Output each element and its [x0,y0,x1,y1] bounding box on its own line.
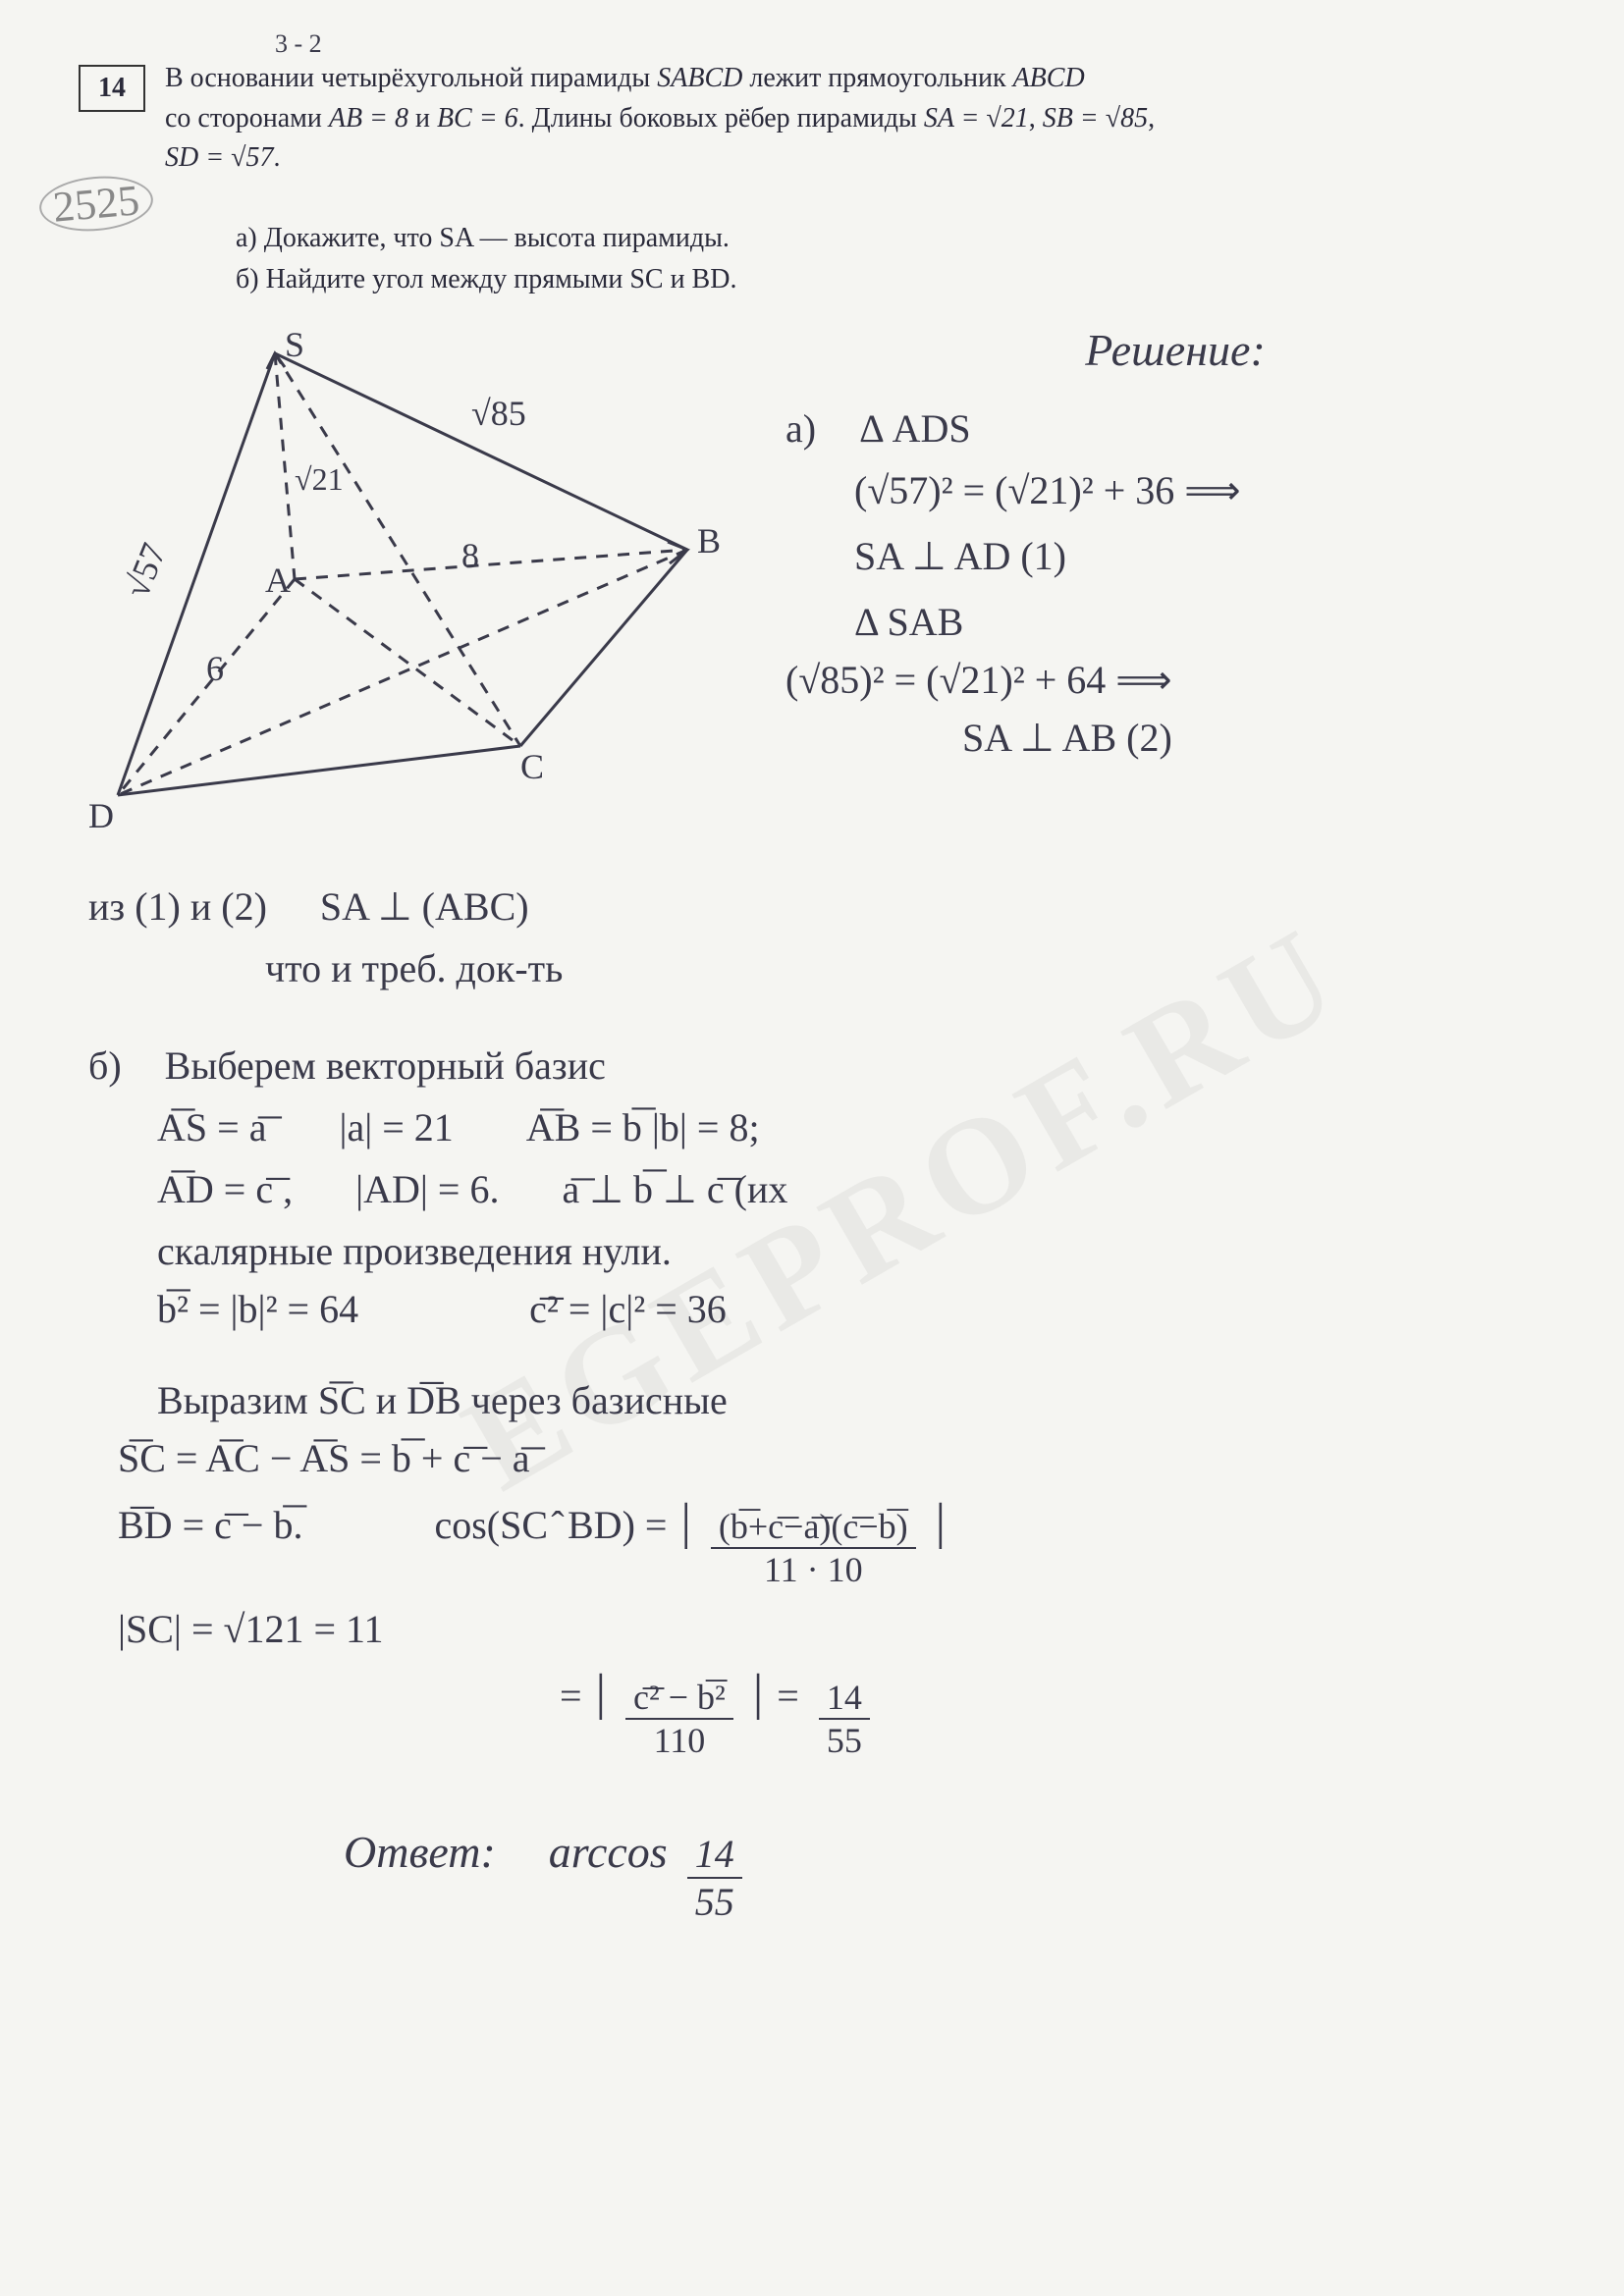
label-B: B [697,520,721,561]
comma: , [1148,103,1155,133]
part-b-label: б) [88,1042,122,1089]
cos-den: 11 · 10 [756,1549,871,1590]
result-fraction: 14 55 [819,1677,870,1761]
period: . [273,142,280,173]
len-AD: 6 [206,648,224,689]
sol-a3: SA ⊥ AD (1) [854,533,1565,579]
text-segment: В основании четырёхугольной пирамиды [165,63,657,93]
ab-eq: AB = 8 [329,103,408,133]
mid-den: 110 [646,1720,714,1761]
mid-num: c͞² − b͞² [625,1677,733,1720]
top-annotation: 3 - 2 [275,29,322,59]
eq2: = [777,1673,799,1719]
diagonal-AC [295,579,520,746]
comma: , [1029,103,1043,133]
sol-a5: (√85)² = (√21)² + 64 ⟹ [785,657,1565,703]
pyramid-diagram: S A B C D √85 √21 √57 8 6 [59,324,766,874]
sd-eq: SD = √57 [165,142,273,173]
solution-column: Решение: а) Δ ADS (√57)² = (√21)² + 36 ⟹… [785,324,1565,773]
sol-b6: Выразим S͞C и D͞B через базисные [157,1377,1555,1423]
subtasks: а) Докажите, что SA — высота пирамиды. б… [236,218,1545,300]
text-segment: . Длины боковых рёбер пирамиды [518,103,924,133]
sol-a2: (√57)² = (√21)² + 36 ⟹ [854,467,1565,513]
sol-b2b: |a| = 21 [339,1104,453,1150]
edge-AB [295,550,687,579]
sol-b7: S͞C = A͞C − A͞S = b͞ + c͞ − a͞ [118,1435,1555,1481]
edge-BC [520,550,687,746]
label-D: D [88,795,114,836]
ans-num: 14 [687,1831,742,1879]
diagonal-BD [118,550,687,795]
problem-number: 14 [79,65,145,112]
equals-sign: = [560,1673,582,1719]
sb-eq: SB = √85 [1043,103,1148,133]
answer-func: arccos [549,1826,668,1878]
answer-fraction: 14 55 [687,1831,742,1925]
task-b: б) Найдите угол между прямыми SC и BD. [236,259,1545,300]
len-SA: √21 [295,461,344,498]
res-den: 55 [819,1720,870,1761]
answer-label: Ответ: [344,1826,496,1878]
ans-den: 55 [687,1879,742,1925]
text-segment: лежит прямоугольник [742,63,1012,93]
label-C: C [520,746,544,787]
sol-a4: Δ SAB [854,599,1565,645]
page: 3 - 2 14 В основании четырёхугольной пир… [0,0,1624,2296]
text-segment: и [408,103,437,133]
edge-CD [118,746,520,795]
sol-b4: скалярные произведения нули. [157,1228,1555,1274]
sol-b5b: c͞² = |c|² = 36 [529,1286,727,1332]
sol-a7a: из (1) и (2) [88,883,267,930]
sol-b2a: A͞S = a͞ [157,1104,266,1150]
sol-a7b: SA ⊥ (ABC) [320,883,529,930]
sol-a1: Δ ADS [859,405,971,452]
cos-fraction: (b͞+c͞−a͞)(c͞−b͞) 11 · 10 [711,1506,916,1590]
solution-lower: из (1) и (2) SA ⊥ (ABC) что и треб. док-… [88,883,1555,1941]
stamp-number: 2525 [37,172,155,236]
sol-b2c: A͞B = b͞ |b| = 8; [526,1104,760,1150]
task-a: а) Докажите, что SA — высота пирамиды. [236,218,1545,259]
edge-SA [275,353,295,579]
label-S: S [285,324,304,365]
rect-name: ABCD [1013,63,1085,93]
sol-a6: SA ⊥ AB (2) [962,715,1565,761]
mid-fraction: c͞² − b͞² 110 [625,1677,733,1761]
pyramid-name: SABCD [657,63,742,93]
cos-num: (b͞+c͞−a͞)(c͞−b͞) [711,1506,916,1549]
sol-a8: что и треб. док-ть [265,945,1555,991]
sol-b9a: cos(SC ̂ BD) = [434,1502,667,1548]
len-AB: 8 [461,535,479,576]
sol-b10: |SC| = √121 = 11 [118,1606,1555,1652]
len-SB: √85 [471,393,526,434]
text-segment: со сторонами [165,103,329,133]
sol-b1: Выберем векторный базис [165,1042,606,1089]
sol-b3b: |AD| = 6. [355,1166,499,1212]
bc-eq: BC = 6 [437,103,518,133]
diagram-svg [59,324,766,874]
label-A: A [265,560,291,601]
sol-b8: B͞D = c͞ − b͞. [118,1502,302,1548]
sol-b3a: A͞D = c͞ , [157,1166,293,1212]
part-a-label: а) [785,405,816,452]
sol-b5a: b͞² = |b|² = 64 [157,1286,358,1332]
problem-header: 14 В основании четырёхугольной пирамиды … [79,59,1545,179]
problem-text: В основании четырёхугольной пирамиды SAB… [165,59,1545,179]
res-num: 14 [819,1677,870,1720]
sa-eq: SA = √21 [924,103,1029,133]
sol-b3c: a͞ ⊥ b͞ ⊥ c͞ (их [562,1166,787,1212]
solution-heading: Решение: [785,324,1565,376]
